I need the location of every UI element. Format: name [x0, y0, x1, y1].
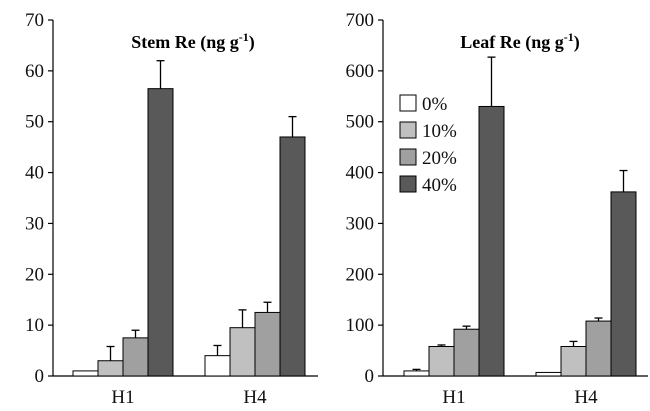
stem-bar-h1-10pct: [97, 360, 124, 377]
legend-label: 20%: [422, 148, 457, 169]
stem-xtick-label: H1: [111, 387, 134, 408]
legend: 0% 10% 20% 40%: [399, 94, 457, 196]
leaf-ytick-label: 0: [365, 366, 375, 387]
legend-label: 0%: [422, 94, 448, 115]
stem-bar-h4-40pct: [279, 136, 306, 377]
legend-swatch-40pct: [399, 175, 417, 193]
leaf-ytick-label: 200: [346, 264, 375, 285]
stem-bar-h1-20pct: [122, 337, 149, 377]
leaf-ytick-label: 600: [346, 61, 375, 82]
stem-ytick-label: 0: [35, 366, 45, 387]
leaf-ytick-label: 700: [346, 10, 375, 31]
leaf-bar-h1-0pct: [403, 370, 430, 377]
leaf-bar-h4-20pct: [585, 320, 612, 377]
leaf-ytick-label: 400: [346, 163, 375, 184]
leaf-bar-h1-40pct: [478, 105, 505, 377]
stem-bar-h1-40pct: [147, 88, 174, 377]
leaf-bar-h4-10pct: [560, 346, 587, 377]
stem-ytick-label: 10: [25, 315, 44, 336]
legend-label: 10%: [422, 121, 457, 142]
stem-bar-h4-20pct: [254, 311, 281, 377]
leaf-bar-h4-0pct: [535, 371, 562, 377]
stem-ytick-label: 50: [25, 112, 44, 133]
leaf-bar-h1-10pct: [428, 346, 455, 377]
stem-bar-h1-0pct: [72, 370, 99, 377]
stem-bar-h4-0pct: [204, 355, 231, 377]
stem-xtick-label: H4: [243, 387, 267, 408]
stem-ytick-label: 40: [25, 163, 44, 184]
leaf-ytick-label: 300: [346, 213, 375, 234]
legend-swatch-0pct: [399, 94, 417, 112]
legend-swatch-20pct: [399, 148, 417, 166]
leaf-bar-h4-40pct: [610, 191, 637, 377]
stem-bar-h4-10pct: [229, 327, 256, 377]
leaf-panel: Leaf Re (ng g-1) 0100200300400500600700 …: [346, 10, 648, 408]
legend-swatch-10pct: [399, 121, 417, 139]
stem-ytick-label: 30: [25, 213, 44, 234]
leaf-ytick-label: 100: [346, 315, 375, 336]
legend-label: 40%: [422, 175, 457, 196]
stem-ytick-label: 60: [25, 61, 44, 82]
leaf-xtick-label: H1: [442, 387, 465, 408]
leaf-ytick-label: 500: [346, 112, 375, 133]
stem-ytick-label: 70: [25, 10, 44, 31]
leaf-bar-h1-20pct: [453, 328, 480, 377]
leaf-xtick-label: H4: [574, 387, 598, 408]
stem-panel: Stem Re (ng g-1) 0 10 20 30 40 50 60 70 H1 H4: [25, 10, 318, 408]
stem-title: Stem Re (ng g-1): [131, 30, 254, 53]
leaf-title: Leaf Re (ng g-1): [460, 30, 579, 53]
stem-ytick-label: 20: [25, 264, 44, 285]
